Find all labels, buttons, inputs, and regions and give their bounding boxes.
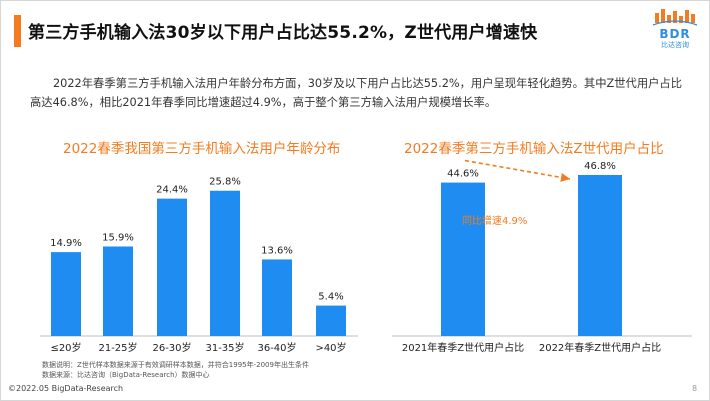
left-tick-label: >40岁 [315,341,346,354]
right-value-label: 44.6% [447,169,479,180]
right-value-label: 46.8% [584,161,616,172]
left-tick-label: 21-25岁 [98,341,137,354]
left-value-label: 14.9% [50,238,82,249]
left-chart-title: 2022春季我国第三方手机输入法用户年龄分布 [63,141,341,157]
left-value-label: 13.6% [261,245,293,256]
left-bar [262,259,292,336]
left-bar [103,246,133,336]
right-bar [578,175,622,336]
logo-subtext: 比达咨询 [661,41,689,49]
left-bar [157,198,187,336]
page-title: 第三方手机输入法30岁以下用户占比达55.2%，Z世代用户增速快 [28,23,538,43]
right-chart-title: 2022春季第三方手机输入法Z世代用户占比 [404,141,664,157]
title-accent-bar [14,15,21,47]
bdr-logo: BDR 比达咨询 [651,7,699,49]
left-value-label: 5.4% [318,292,343,303]
right-bar [441,182,485,336]
left-bar [316,305,346,336]
data-note: 数据说明：Z世代样本数据来源于有效调研样本数据，并符合1995年-2009年出生… [42,361,309,369]
page-number: 8 [692,384,698,393]
left-tick-label: ≤20岁 [50,341,81,354]
right-tick-label: 2021年春季Z世代用户占比 [402,341,524,354]
left-value-label: 24.4% [156,185,188,196]
growth-annotation: 同比增速4.9% [462,216,528,227]
left-tick-label: 26-30岁 [152,341,191,354]
left-value-label: 15.9% [102,232,134,243]
left-value-label: 25.8% [209,177,241,188]
left-bar [51,252,81,336]
description-paragraph: 2022年春季第三方手机输入法用户年龄分布方面，30岁及以下用户占比达55.2%… [30,77,683,109]
left-tick-label: 31-35岁 [205,341,244,354]
data-source: 数据来源：比达咨询（BigData-Research）数据中心 [42,371,210,379]
left-tick-label: 36-40岁 [257,341,296,354]
logo-text: BDR [659,27,691,41]
left-bar [210,190,240,336]
growth-arrow-head-icon [560,173,570,182]
logo-building-icon [652,9,698,26]
growth-arrow-line [464,159,571,180]
footer-copyright: ©2022.05 BigData-Research [8,384,124,393]
right-tick-label: 2022年春季Z世代用户占比 [539,341,661,354]
